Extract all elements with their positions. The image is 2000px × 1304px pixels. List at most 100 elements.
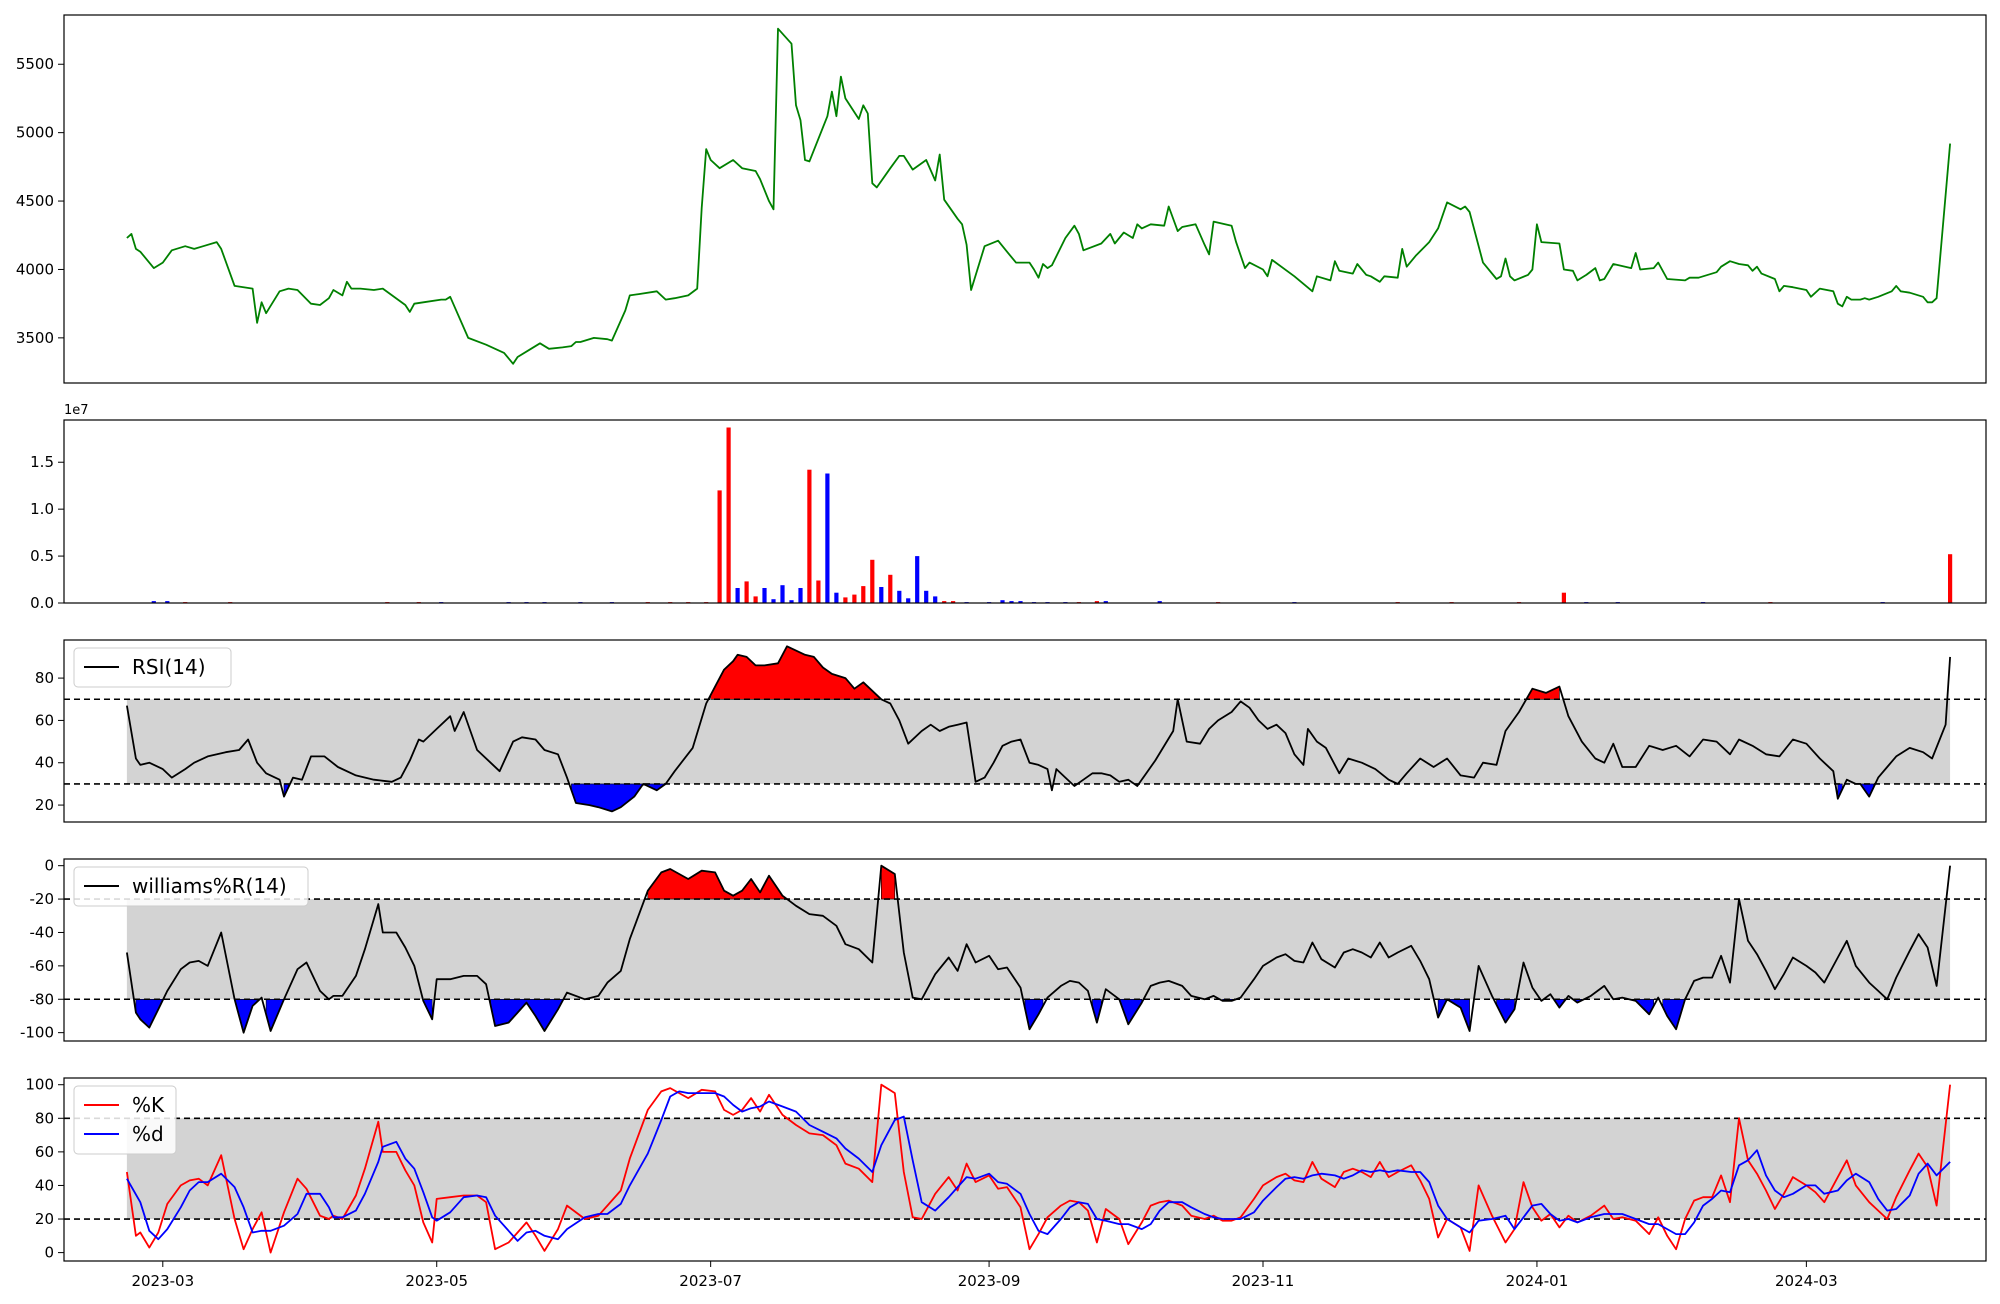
volume-bar	[1018, 601, 1023, 603]
y-tick-label: -20	[30, 890, 55, 908]
x-tick-label: 2024-03	[1775, 1272, 1838, 1290]
y-tick-label: 100	[25, 1076, 54, 1094]
y-tick-label: 3500	[16, 329, 54, 347]
y-tick-label: 0	[44, 857, 54, 875]
volume-bar	[1561, 592, 1566, 603]
volume-bar	[151, 601, 156, 603]
y-tick-label: 60	[35, 711, 54, 729]
x-tick-label: 2024-01	[1506, 1272, 1569, 1290]
y-tick-label: 4000	[16, 260, 54, 278]
price-panel: 3500 4000 4500 5000 5500	[16, 27, 1951, 365]
volume-bar	[888, 574, 893, 603]
y-tick-label: 20	[35, 796, 54, 814]
volume-bar	[1103, 601, 1108, 603]
y-tick-label: 40	[35, 1176, 54, 1194]
stochastic-panel: 0 20 40 60 80 100 %K %d	[25, 1076, 1986, 1262]
volume-bar	[870, 559, 875, 603]
volume-bar	[879, 587, 884, 603]
volume-bar	[915, 556, 920, 603]
volume-bar	[843, 597, 848, 603]
y-tick-label: 5500	[16, 55, 54, 73]
y-tick-label: 20	[35, 1210, 54, 1228]
volume-bar	[771, 599, 776, 603]
volume-bar	[744, 581, 749, 603]
threshold-band	[126, 899, 1951, 1000]
volume-bar	[924, 590, 929, 603]
threshold-band	[126, 699, 1951, 784]
x-tick-label: 2023-03	[131, 1272, 194, 1290]
overbought-fill	[647, 868, 788, 900]
volume-bar	[906, 598, 911, 603]
volume-bar	[816, 580, 821, 603]
volume-bar	[897, 590, 902, 603]
y-tick-label: 60	[35, 1143, 54, 1161]
series-line	[126, 645, 1951, 813]
volume-panel: 0.0 0.5 1.0 1.5 1e7	[30, 403, 1953, 612]
y-tick-label: -40	[30, 923, 55, 941]
volume-bar	[780, 585, 785, 603]
y-tick-label: 0.0	[30, 594, 54, 612]
volume-bar	[735, 588, 740, 603]
series-line	[126, 1090, 1951, 1242]
volume-bar	[951, 601, 956, 603]
volume-panel-frame	[63, 419, 1987, 604]
legend-box	[73, 647, 232, 688]
legend-label: %K	[132, 1093, 165, 1117]
y-tick-label: -100	[20, 1024, 54, 1042]
volume-bar	[753, 596, 758, 603]
volume-bar	[165, 601, 170, 603]
y-tick-label: 5000	[16, 124, 54, 142]
volume-bar	[762, 588, 767, 603]
legend-box	[73, 1085, 177, 1155]
series-line	[126, 864, 1951, 1034]
oversold-fill	[135, 999, 164, 1029]
volume-bar	[1000, 600, 1005, 603]
volume-bar	[942, 601, 947, 603]
volume-bar	[825, 473, 830, 603]
rsi-panel-frame	[63, 639, 1987, 823]
y-tick-label: 0.5	[30, 547, 54, 565]
y-tick-label: 80	[35, 1109, 54, 1127]
volume-offset-label: 1e7	[64, 403, 89, 418]
volume-bar	[861, 586, 866, 603]
volume-bar	[807, 469, 812, 603]
x-tick-label: 2023-11	[1232, 1272, 1295, 1290]
volume-bar	[1009, 601, 1014, 603]
volume-bar	[1157, 601, 1162, 603]
y-tick-label: 80	[35, 669, 54, 687]
williams-panel: 0 -20 -40 -60 -80 -100 williams%R(14)	[20, 857, 1986, 1042]
legend-label: %d	[132, 1122, 164, 1146]
volume-bar	[798, 588, 803, 603]
price-line	[126, 27, 1951, 365]
y-tick-label: 40	[35, 754, 54, 772]
x-axis: 2023-03 2023-05 2023-07 2023-09 2023-11 2024-…	[131, 1261, 1838, 1290]
y-tick-label: 1.5	[30, 453, 54, 471]
x-tick-label: 2023-07	[679, 1272, 742, 1290]
volume-bar	[834, 592, 839, 603]
x-tick-label: 2023-09	[958, 1272, 1021, 1290]
x-tick-label: 2023-05	[405, 1272, 468, 1290]
overbought-fill	[710, 645, 883, 700]
legend-box	[73, 866, 309, 907]
volume-bar	[726, 427, 731, 603]
y-tick-label: 1.0	[30, 500, 54, 518]
y-tick-label: -80	[30, 990, 55, 1008]
stochastic-panel-frame	[63, 1077, 1987, 1262]
y-tick-label: -60	[30, 957, 55, 975]
legend-label: williams%R(14)	[132, 874, 287, 898]
volume-bar	[789, 600, 794, 603]
threshold-band	[126, 1118, 1951, 1220]
y-tick-label: 0	[44, 1244, 54, 1262]
y-tick-label: 4500	[16, 192, 54, 210]
rsi-panel: 20 40 60 80 RSI(14)	[35, 645, 1986, 814]
legend-label: RSI(14)	[132, 655, 206, 679]
volume-bar	[1948, 554, 1953, 603]
williams-panel-frame	[63, 858, 1987, 1042]
volume-bar	[852, 594, 857, 603]
volume-bar	[717, 490, 722, 603]
volume-bar	[933, 596, 938, 603]
price-panel-frame	[63, 14, 1987, 384]
volume-bar	[1094, 601, 1099, 603]
